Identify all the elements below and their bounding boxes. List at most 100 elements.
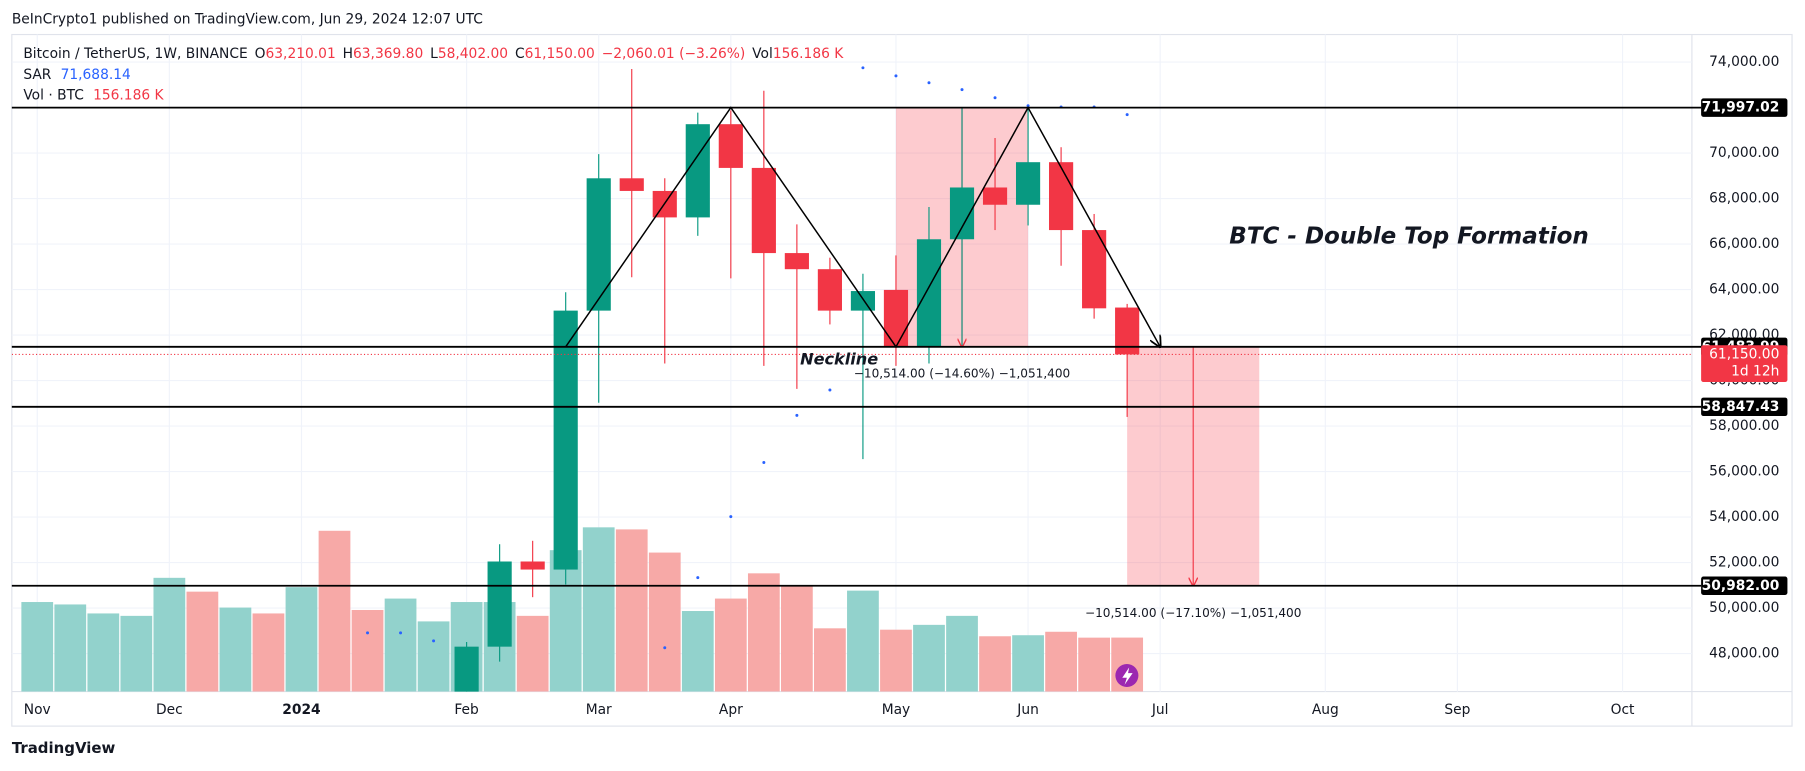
volume-bar xyxy=(714,598,747,692)
countdown-label: 1d 12h xyxy=(1731,364,1779,380)
volume-bar xyxy=(681,611,714,692)
sar-dot xyxy=(960,88,964,92)
legend-value: 61,150.00 xyxy=(525,46,595,62)
legend-line: Vol · BTC 156.186 K xyxy=(23,88,164,104)
sar-dot xyxy=(399,631,403,635)
volume-bar xyxy=(219,607,252,692)
y-tick-label: 70,000.00 xyxy=(1709,145,1779,161)
sar-dot xyxy=(729,515,733,519)
sar-dot xyxy=(894,74,898,78)
candle-body xyxy=(553,310,578,570)
volume-bar xyxy=(780,585,813,692)
footer-logo: TradingView xyxy=(12,739,116,757)
candle-body xyxy=(916,239,942,347)
level-tag xyxy=(1701,576,1788,595)
volume-bar xyxy=(648,552,681,692)
volume-bar xyxy=(21,602,54,692)
sar-dot xyxy=(696,576,700,580)
sar-dot xyxy=(993,96,997,100)
volume-bar xyxy=(252,613,285,692)
measure-label: −10,514.00 (−14.60%) −1,051,400 xyxy=(854,366,1070,380)
volume-bar xyxy=(384,598,417,692)
volume-bar xyxy=(747,573,780,692)
candle-body xyxy=(718,124,743,168)
legend-value: 63,369.80 xyxy=(353,46,423,62)
legend-symbol: Bitcoin / TetherUS, 1W, BINANCE xyxy=(23,46,247,62)
x-tick-label: May xyxy=(882,702,911,718)
legend-line: SAR 71,688.14 xyxy=(23,67,130,83)
sar-dot xyxy=(1125,113,1129,117)
candle-body xyxy=(982,187,1008,205)
legend-value: 63,210.01 xyxy=(266,46,336,62)
level-label: 58,847.43 xyxy=(1702,399,1780,415)
level-tag xyxy=(1701,397,1788,417)
volume-bar xyxy=(814,628,846,692)
y-tick-label: 56,000.00 xyxy=(1709,464,1779,480)
y-tick-label: 52,000.00 xyxy=(1709,555,1779,571)
x-tick-label: Jun xyxy=(1016,702,1039,718)
volume-bar xyxy=(979,636,1011,692)
volume-bar xyxy=(186,591,219,692)
candle-body xyxy=(883,289,909,347)
candle-body xyxy=(751,167,776,254)
candle-body xyxy=(586,178,611,311)
legend-key: H xyxy=(343,46,353,62)
x-tick-label: Oct xyxy=(1611,702,1635,718)
x-tick-label: Dec xyxy=(156,702,183,718)
pattern-line xyxy=(565,106,1160,347)
volume-bar xyxy=(285,587,318,692)
volume-bar xyxy=(1012,635,1044,692)
x-tick-label: Feb xyxy=(454,702,478,718)
y-tick-label: 50,000.00 xyxy=(1709,600,1779,616)
last-price-tag xyxy=(1701,345,1788,383)
legend-value: 156.186 K xyxy=(773,46,844,62)
level-label: 50,982.00 xyxy=(1702,578,1780,594)
legend-key: Vol · BTC xyxy=(23,88,84,104)
legend-key: L xyxy=(430,46,438,62)
y-tick-label: 58,000.00 xyxy=(1709,418,1779,434)
x-tick-label: Sep xyxy=(1444,702,1470,718)
header: BeInCrypto1 published on TradingView.com… xyxy=(12,12,483,28)
level-tag xyxy=(1701,98,1788,117)
candle-body xyxy=(487,561,512,647)
sar-dot xyxy=(861,66,865,70)
volume-bar xyxy=(351,609,384,692)
volume-bar xyxy=(87,613,120,692)
volume-bar xyxy=(120,615,153,692)
sar-dot xyxy=(663,646,667,650)
legend-value: 58,402.00 xyxy=(438,46,508,62)
candle-body xyxy=(685,124,710,218)
volume-bar xyxy=(1078,637,1111,692)
volume-bar xyxy=(615,529,648,692)
candle-body xyxy=(520,561,545,570)
x-tick-label: Apr xyxy=(719,702,743,718)
last-price-label: 61,150.00 xyxy=(1709,346,1779,362)
volume-bar xyxy=(54,604,87,692)
y-tick-label: 74,000.00 xyxy=(1709,54,1779,70)
volume-bar xyxy=(880,629,912,692)
sar-dot xyxy=(828,388,832,392)
sar-dot xyxy=(927,81,931,85)
volume-bar xyxy=(582,527,615,692)
y-tick-label: 54,000.00 xyxy=(1709,509,1779,525)
sar-dot xyxy=(432,639,436,643)
y-tick-label: 66,000.00 xyxy=(1709,236,1779,252)
legend-value: −2,060.01 (−3.26%) xyxy=(602,46,746,62)
legend-key: C xyxy=(515,46,525,62)
volume-bar xyxy=(913,624,945,692)
candle-body xyxy=(1049,162,1074,231)
legend-key: SAR xyxy=(23,67,51,83)
sar-dot xyxy=(1026,104,1030,108)
annotation-neckline: Neckline xyxy=(800,350,878,369)
sar-dot xyxy=(366,631,370,635)
candle-body xyxy=(784,253,809,270)
y-tick-label: 64,000.00 xyxy=(1709,282,1779,298)
volume-bar xyxy=(417,621,450,692)
sar-dot xyxy=(762,461,766,465)
candle-body xyxy=(619,178,644,191)
legend-key: Vol xyxy=(752,46,773,62)
overlay: 48,000.00 50,000.00 52,000.00 54,000.00 56,0… xyxy=(11,46,1788,718)
volume-bar xyxy=(1045,631,1077,692)
legend-key: O xyxy=(255,46,266,62)
